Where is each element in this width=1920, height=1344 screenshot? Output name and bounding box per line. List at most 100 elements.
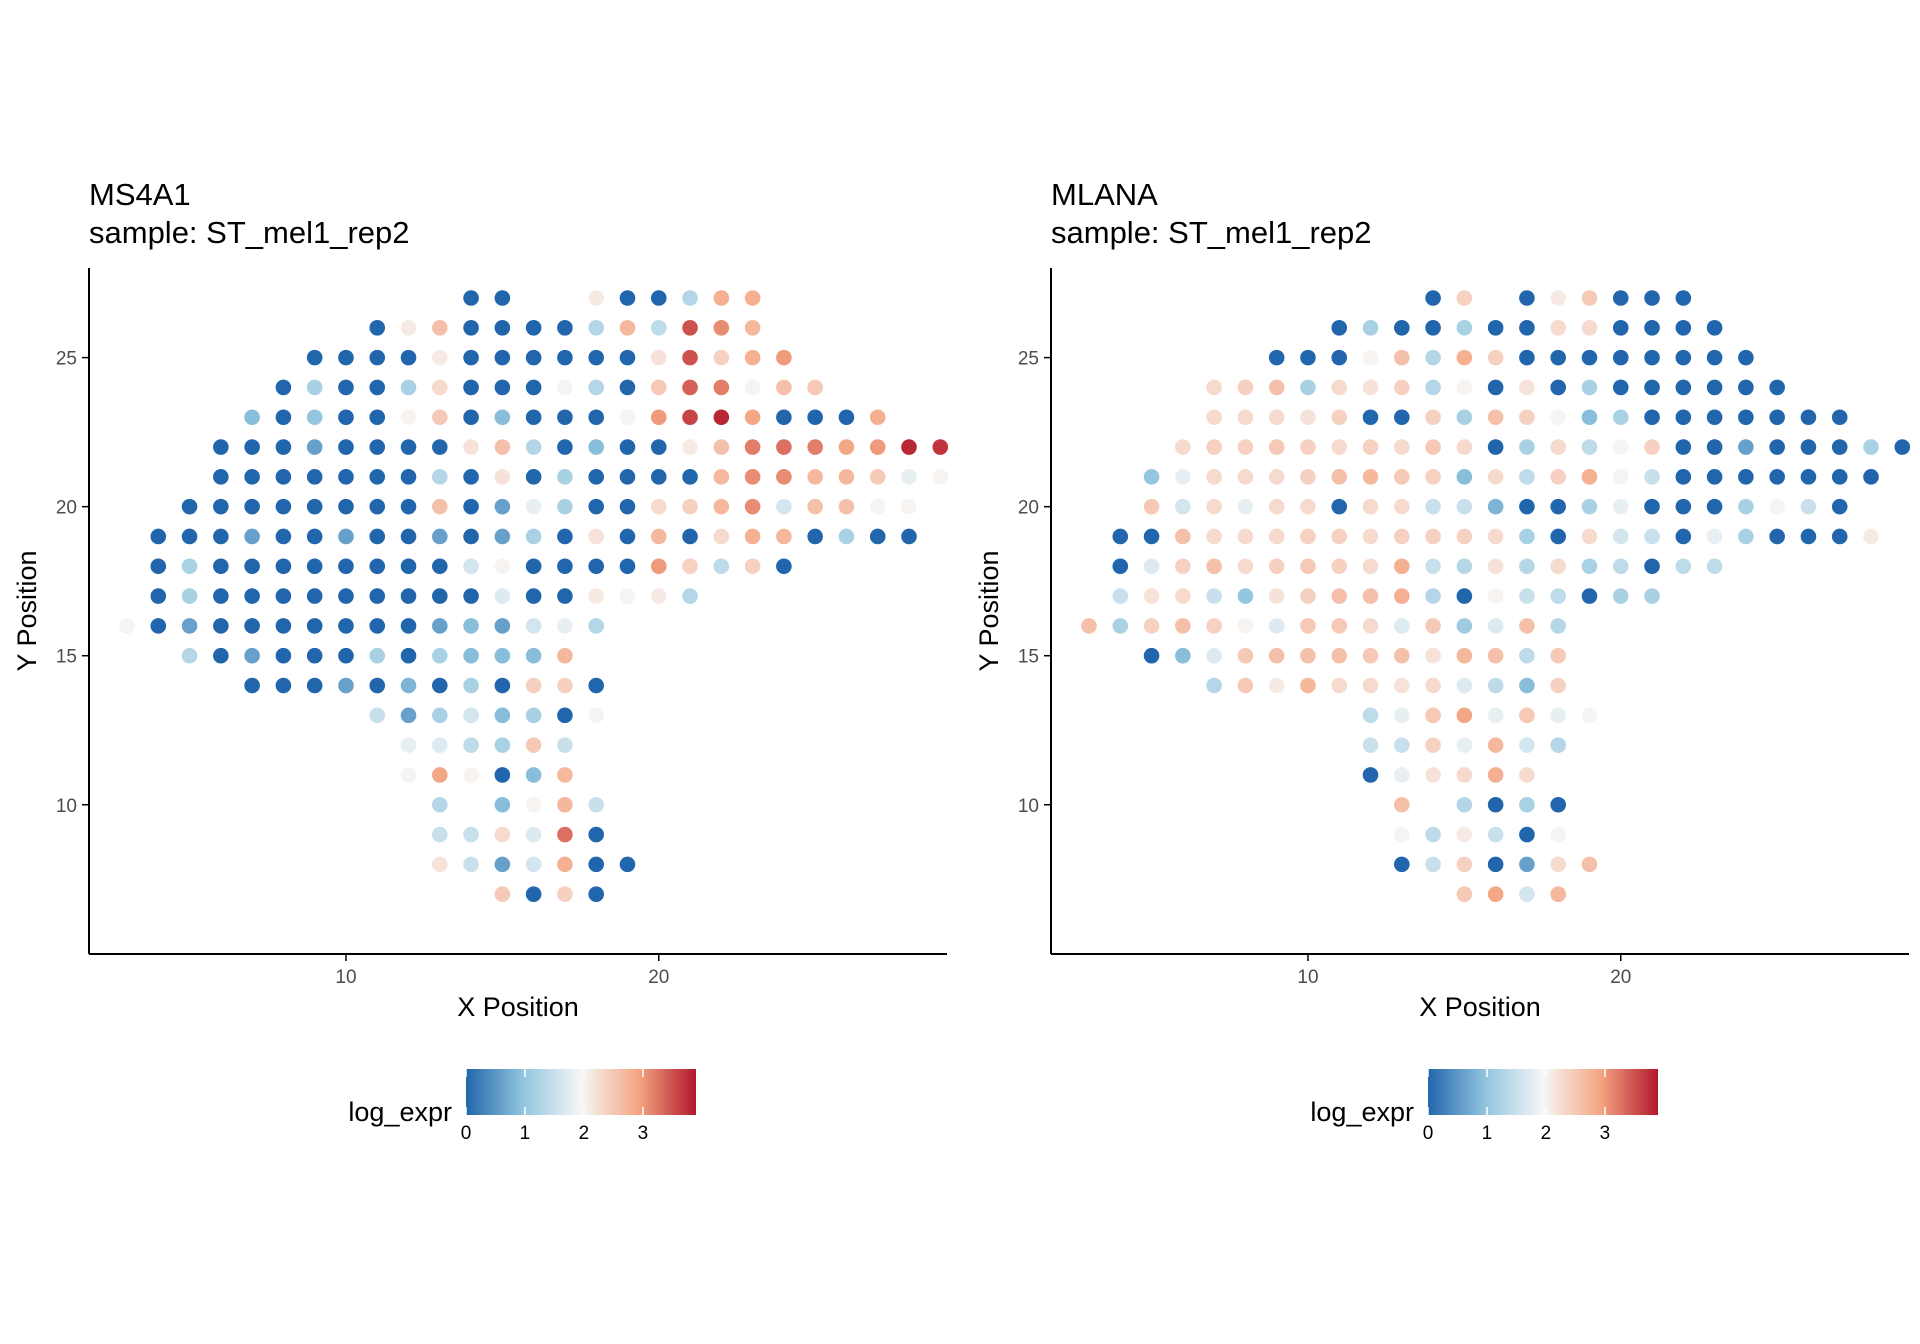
- data-point: [150, 558, 167, 575]
- data-point: [525, 618, 542, 634]
- data-point: [1487, 677, 1504, 694]
- data-point: [557, 618, 573, 634]
- data-point: [1237, 498, 1254, 515]
- data-point: [776, 439, 792, 455]
- data-point: [244, 677, 260, 694]
- data-point: [588, 796, 604, 813]
- data-point: [1550, 558, 1566, 575]
- data-point: [1706, 528, 1723, 545]
- data-point: [838, 528, 855, 545]
- data-point: [213, 588, 229, 604]
- data-point: [1519, 618, 1535, 634]
- data-point: [494, 409, 511, 426]
- data-point: [1300, 528, 1316, 545]
- data-point: [1237, 409, 1254, 426]
- data-point: [1612, 290, 1629, 306]
- data-point: [181, 558, 198, 575]
- data-point: [1675, 290, 1692, 306]
- data-point: [713, 290, 730, 306]
- data-point: [1394, 409, 1410, 426]
- data-point: [525, 737, 542, 753]
- data-point: [275, 439, 292, 455]
- data-point: [432, 796, 448, 813]
- data-point: [1331, 349, 1348, 366]
- data-point: [275, 558, 292, 575]
- data-point: [650, 588, 667, 604]
- data-point: [400, 588, 417, 604]
- data-point: [588, 886, 604, 902]
- data-point: [1143, 528, 1160, 545]
- data-point: [1112, 588, 1129, 604]
- data-point: [1394, 439, 1410, 455]
- data-point: [525, 886, 542, 902]
- data-point: [1612, 379, 1629, 396]
- data-point: [1644, 528, 1660, 545]
- data-point: [181, 528, 198, 545]
- data-point: [1581, 856, 1598, 873]
- data-point: [306, 588, 323, 604]
- data-point: [1519, 588, 1535, 604]
- data-point: [619, 528, 636, 545]
- data-point: [338, 558, 354, 575]
- data-point: [1863, 528, 1879, 545]
- data-point: [494, 737, 511, 753]
- data-point: [463, 618, 479, 634]
- data-point: [525, 856, 542, 873]
- data-point: [1487, 856, 1504, 873]
- data-point: [588, 498, 604, 515]
- data-point: [494, 767, 511, 783]
- data-point: [369, 498, 386, 515]
- data-point: [1769, 469, 1785, 485]
- data-point: [463, 379, 479, 396]
- data-point: [1143, 498, 1160, 515]
- data-point: [1237, 677, 1254, 694]
- data-point: [1394, 320, 1410, 336]
- data-point: [1612, 349, 1629, 366]
- data-point: [1362, 349, 1379, 366]
- legend-ticks: 0 1 2 3: [461, 1069, 648, 1144]
- data-point: [400, 618, 417, 634]
- data-point: [494, 588, 511, 604]
- data-point: [1519, 379, 1535, 396]
- data-point: [1425, 737, 1441, 753]
- data-point: [494, 320, 511, 336]
- data-point: [1143, 558, 1160, 575]
- data-point: [1331, 498, 1348, 515]
- panel-mlana: MLANA sample: ST_mel1_rep2 10 20 10152025…: [974, 177, 1911, 1144]
- data-point: [1362, 767, 1379, 783]
- data-point: [713, 379, 730, 396]
- data-point: [1644, 320, 1660, 336]
- data-point: [1581, 349, 1598, 366]
- data-point: [650, 469, 667, 485]
- data-point: [1487, 469, 1504, 485]
- data-point: [181, 618, 198, 634]
- data-point: [400, 767, 417, 783]
- data-point: [869, 469, 886, 485]
- data-point: [1519, 826, 1535, 843]
- data-point: [463, 588, 479, 604]
- data-point: [1237, 439, 1254, 455]
- data-point: [1362, 588, 1379, 604]
- data-point: [1112, 618, 1129, 634]
- data-point: [244, 528, 260, 545]
- data-point: [1331, 439, 1348, 455]
- data-point: [1487, 618, 1504, 634]
- data-point: [1487, 707, 1504, 724]
- data-point: [1394, 707, 1410, 724]
- data-point: [1550, 886, 1566, 902]
- data-point: [713, 469, 730, 485]
- data-point: [1831, 498, 1848, 515]
- data-point: [1487, 379, 1504, 396]
- data-point: [1550, 409, 1566, 426]
- data-point: [713, 349, 730, 366]
- panel-subtitle: sample: ST_mel1_rep2: [89, 215, 410, 250]
- data-point: [1706, 379, 1723, 396]
- data-point: [369, 558, 386, 575]
- data-point: [776, 409, 792, 426]
- data-point: [1206, 588, 1222, 604]
- data-point: [369, 528, 386, 545]
- data-point: [1362, 558, 1379, 575]
- data-point: [1487, 558, 1504, 575]
- data-point: [1425, 826, 1441, 843]
- y-tick-label: 25: [1018, 349, 1039, 370]
